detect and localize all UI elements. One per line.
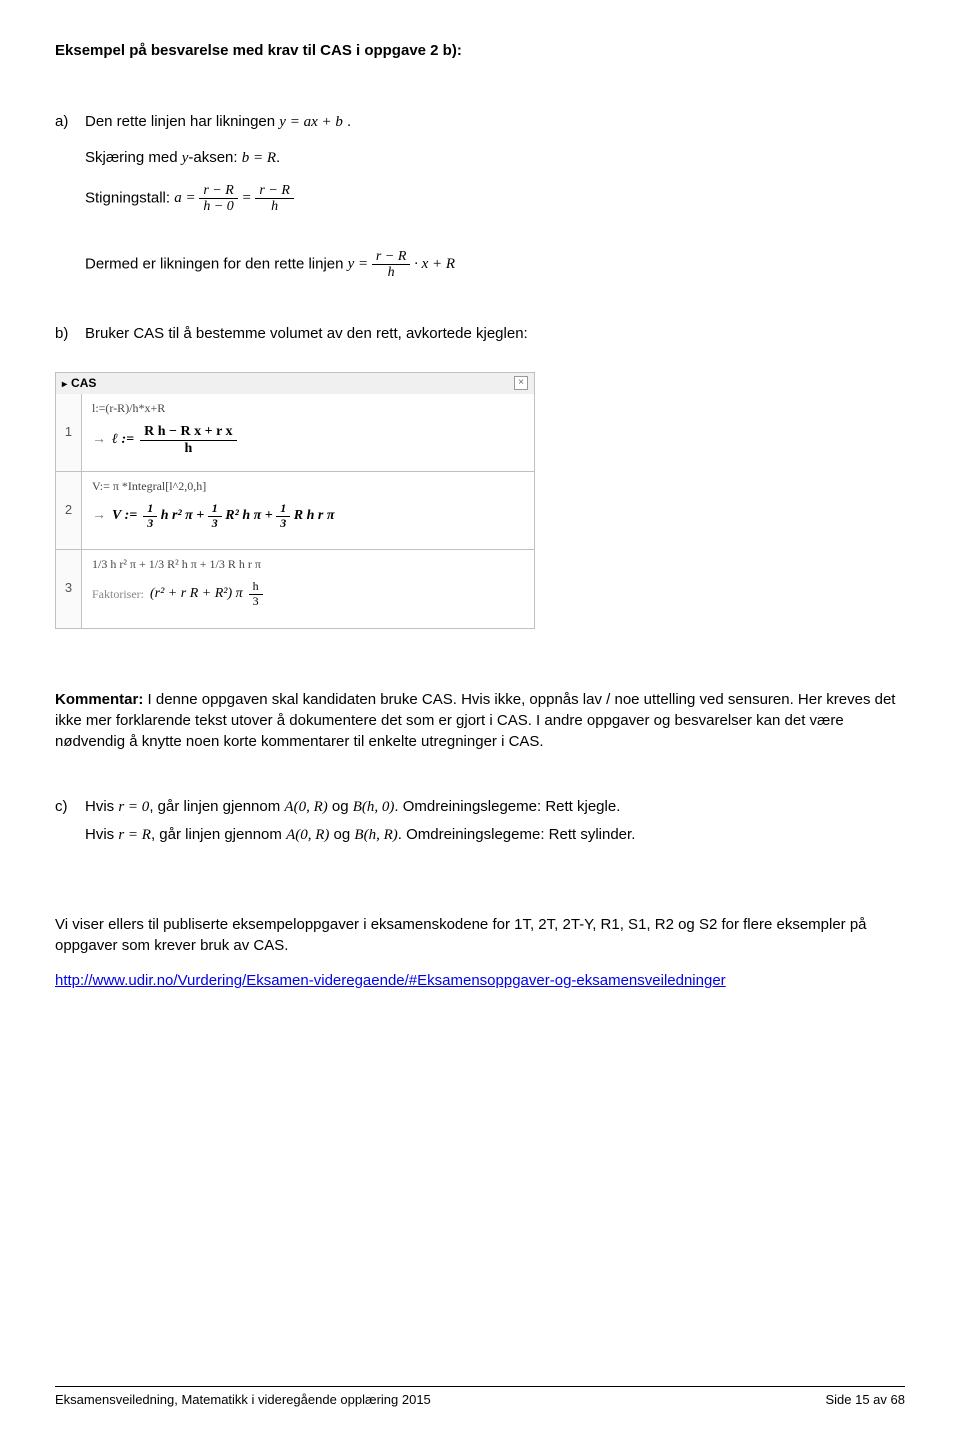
item-a-label: a) bbox=[55, 111, 85, 295]
c-l2-a: Hvis bbox=[85, 826, 118, 843]
comment-text: I denne oppgaven skal kandidaten bruke C… bbox=[55, 691, 895, 750]
a-slope-num2: r − R bbox=[255, 183, 293, 199]
a-line1-math: y = ax + b bbox=[279, 114, 343, 130]
c-l2-m2: A(0, R) bbox=[286, 827, 329, 843]
cas-row-1-lhs: ℓ := bbox=[112, 430, 134, 450]
page-title: Eksempel på besvarelse med krav til CAS … bbox=[55, 40, 905, 61]
a-line-eq: y = r − Rh · x + R bbox=[348, 256, 455, 272]
cas-row-1-output: → ℓ := R h − R x + r xh bbox=[92, 424, 524, 456]
cas-row-2-output: → V := 13 h r² π + 13 R² h π + 13 R h r … bbox=[92, 502, 524, 529]
cas-row-2-t3: R h r π bbox=[294, 508, 335, 523]
item-b-label: b) bbox=[55, 323, 85, 344]
c-l2-c: og bbox=[329, 826, 354, 843]
a-slope: a = r − Rh − 0 = r − Rh bbox=[174, 190, 294, 206]
comment-label: Kommentar: bbox=[55, 691, 143, 708]
a-slope-den2: h bbox=[267, 199, 282, 214]
c-l1-m1: r = 0 bbox=[118, 799, 149, 815]
cas-row-3-num: 3 bbox=[56, 550, 82, 628]
cas-row-2: 2 V:= π *Integral[l^2,0,h] → V := 13 h r… bbox=[56, 472, 534, 550]
a-line3-prefix: Stigningstall: bbox=[85, 189, 174, 206]
arrow-icon: → bbox=[92, 506, 106, 526]
c-l2-b: , går linjen gjennom bbox=[151, 826, 286, 843]
a-line2-prefix: Skjæring med bbox=[85, 149, 182, 166]
cas-row-3-output: Faktoriser: (r² + r R + R²) π h3 bbox=[92, 580, 524, 607]
a-line1-prefix: Den rette linjen har likningen bbox=[85, 113, 279, 130]
a-lineeq-lhs: y = bbox=[348, 256, 369, 272]
cas-header-label: CAS bbox=[62, 375, 96, 392]
c-line2: Hvis r = R, går linjen gjennom A(0, R) o… bbox=[85, 824, 905, 846]
cas-header: CAS × bbox=[55, 372, 535, 394]
a-slope-eq: = bbox=[242, 190, 252, 206]
c-l1-d: . Omdreiningslegeme: Rett kjegle. bbox=[394, 798, 620, 815]
cas-row-2-f1d: 3 bbox=[143, 517, 157, 530]
a-line1: Den rette linjen har likningen y = ax + … bbox=[85, 111, 905, 133]
cas-row-2-f2d: 3 bbox=[208, 517, 222, 530]
cas-row-3-fnum: h bbox=[249, 580, 263, 594]
a-line3: Stigningstall: a = r − Rh − 0 = r − Rh bbox=[85, 183, 905, 215]
cas-row-1-outden: h bbox=[180, 441, 196, 456]
cas-panel: CAS × 1 l:=(r-R)/h*x+R → ℓ := R h − R x … bbox=[55, 372, 535, 629]
cas-row-3-input: 1/3 h r² π + 1/3 R² h π + 1/3 R h r π bbox=[92, 556, 524, 573]
c-line1: Hvis r = 0, går linjen gjennom A(0, R) o… bbox=[85, 796, 905, 818]
cas-row-3: 3 1/3 h r² π + 1/3 R² h π + 1/3 R h r π … bbox=[56, 550, 534, 628]
footer-left: Eksamensveiledning, Matematikk i videreg… bbox=[55, 1391, 431, 1409]
c-l2-d: . Omdreiningslegeme: Rett sylinder. bbox=[398, 826, 636, 843]
c-l1-a: Hvis bbox=[85, 798, 118, 815]
a-slope-num1: r − R bbox=[199, 183, 237, 199]
page-footer: Eksamensveiledning, Matematikk i videreg… bbox=[55, 1386, 905, 1409]
a-line4: Dermed er likningen for den rette linjen… bbox=[85, 249, 905, 281]
a-line2-math: b = R bbox=[242, 150, 276, 166]
cas-row-2-f3n: 1 bbox=[276, 502, 290, 516]
cas-row-2-t2: R² h π + bbox=[225, 508, 272, 523]
arrow-icon: → bbox=[92, 430, 106, 450]
cas-row-2-f1n: 1 bbox=[143, 502, 157, 516]
a-lineeq-rhs: · x + R bbox=[414, 256, 455, 272]
c-l1-m2: A(0, R) bbox=[284, 799, 327, 815]
item-c: c) Hvis r = 0, går linjen gjennom A(0, R… bbox=[55, 796, 905, 846]
a-line2-mid: -aksen: bbox=[188, 149, 241, 166]
cas-row-2-t1: h r² π + bbox=[161, 508, 205, 523]
a-slope-den1: h − 0 bbox=[199, 199, 237, 214]
footer-right: Side 15 av 68 bbox=[825, 1391, 905, 1409]
a-line2-suffix: . bbox=[276, 149, 280, 166]
a-line1-suffix: . bbox=[347, 113, 351, 130]
a-line2: Skjæring med y-aksen: b = R. bbox=[85, 147, 905, 169]
cas-row-1-outnum: R h − R x + r x bbox=[140, 424, 236, 440]
cas-body: 1 l:=(r-R)/h*x+R → ℓ := R h − R x + r xh… bbox=[55, 394, 535, 629]
close-icon[interactable]: × bbox=[514, 376, 528, 390]
comment: Kommentar: I denne oppgaven skal kandida… bbox=[55, 689, 905, 752]
cas-row-2-input: V:= π *Integral[l^2,0,h] bbox=[92, 478, 524, 495]
item-a: a) Den rette linjen har likningen y = ax… bbox=[55, 111, 905, 295]
cas-row-2-f3d: 3 bbox=[276, 517, 290, 530]
c-l1-m3: B(h, 0) bbox=[353, 799, 395, 815]
cas-row-3-paren: (r² + r R + R²) π bbox=[150, 584, 243, 604]
cas-row-3-fden: 3 bbox=[249, 595, 263, 608]
a-slope-lhs: a = bbox=[174, 190, 195, 206]
a-lineeq-num: r − R bbox=[372, 249, 410, 265]
c-l1-c: og bbox=[328, 798, 353, 815]
cas-row-2-num: 2 bbox=[56, 472, 82, 549]
cas-row-2-f2n: 1 bbox=[208, 502, 222, 516]
cas-row-1-input: l:=(r-R)/h*x+R bbox=[92, 400, 524, 417]
cas-row-2-terms: 13 h r² π + 13 R² h π + 13 R h r π bbox=[143, 502, 334, 529]
c-l2-m1: r = R bbox=[118, 827, 151, 843]
closing-text: Vi viser ellers til publiserte eksempelo… bbox=[55, 914, 905, 956]
cas-row-1-num: 1 bbox=[56, 394, 82, 471]
c-l1-b: , går linjen gjennom bbox=[149, 798, 284, 815]
a-lineeq-den: h bbox=[384, 265, 399, 280]
item-b-text: Bruker CAS til å bestemme volumet av den… bbox=[85, 323, 905, 344]
cas-row-2-lhs: V := bbox=[112, 506, 137, 526]
item-b: b) Bruker CAS til å bestemme volumet av … bbox=[55, 323, 905, 344]
item-c-label: c) bbox=[55, 796, 85, 846]
closing-link[interactable]: http://www.udir.no/Vurdering/Eksamen-vid… bbox=[55, 972, 726, 989]
cas-row-1: 1 l:=(r-R)/h*x+R → ℓ := R h − R x + r xh bbox=[56, 394, 534, 472]
a-line4-prefix: Dermed er likningen for den rette linjen bbox=[85, 255, 348, 272]
cas-row-3-factlabel: Faktoriser: bbox=[92, 586, 144, 603]
c-l2-m3: B(h, R) bbox=[354, 827, 397, 843]
